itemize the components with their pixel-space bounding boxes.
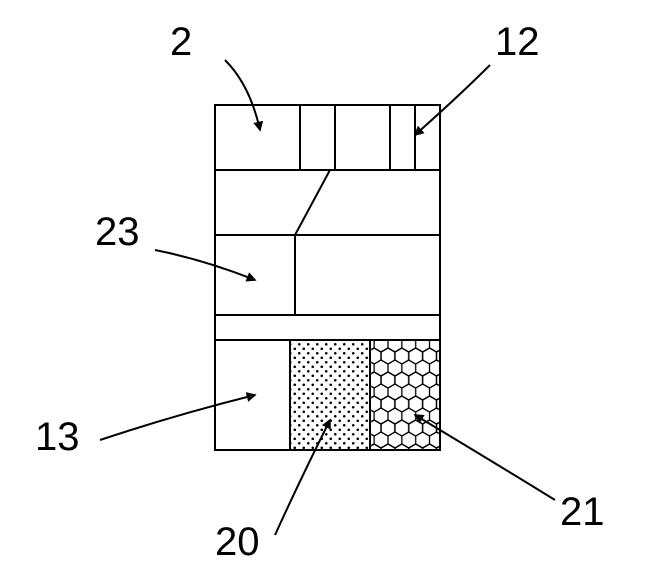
label-text-13: 13 [35, 415, 80, 459]
label-21: 21 [415, 415, 605, 534]
label-text-20: 20 [215, 520, 260, 564]
leader-2 [225, 60, 260, 130]
label-23: 23 [95, 210, 255, 280]
label-12: 12 [415, 20, 540, 135]
callout-labels: 2 12 23 13 20 21 [35, 20, 605, 564]
label-text-12: 12 [495, 20, 540, 64]
label-text-21: 21 [560, 490, 605, 534]
label-text-2: 2 [170, 20, 192, 64]
leader-21 [415, 415, 555, 500]
label-text-23: 23 [95, 210, 140, 254]
leader-12 [415, 65, 490, 135]
technical-figure: 2 12 23 13 20 21 [0, 0, 656, 577]
leader-23 [155, 250, 255, 280]
